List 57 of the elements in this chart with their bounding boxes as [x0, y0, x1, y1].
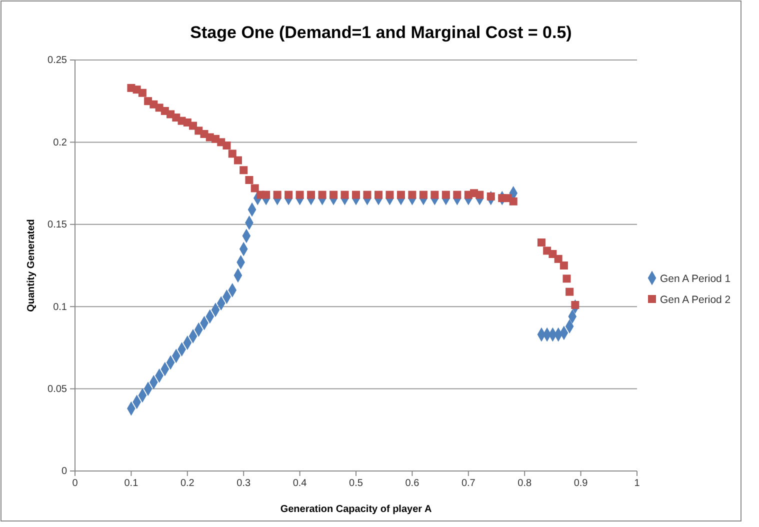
point	[396, 190, 405, 199]
x-tick-label: 0.2	[180, 478, 195, 490]
point	[250, 184, 259, 192]
x-tick-label: 1	[634, 478, 640, 490]
point	[284, 190, 293, 199]
point	[509, 197, 518, 206]
x-tick-label: 0	[72, 478, 78, 490]
point	[307, 190, 316, 199]
x-tick-label: 0.9	[574, 478, 588, 490]
point	[442, 190, 450, 199]
x-tick-label: 0.4	[292, 478, 308, 490]
point	[340, 190, 349, 199]
point	[330, 190, 338, 199]
point	[537, 238, 546, 246]
x-tick-label: 0.8	[518, 478, 532, 490]
point	[560, 262, 568, 270]
point	[222, 141, 231, 150]
y-axis-title: Quantity Generated	[26, 219, 37, 312]
point	[245, 176, 254, 184]
point	[374, 190, 382, 199]
legend-label: Gen A Period 2	[660, 294, 731, 306]
x-tick-label: 0.7	[461, 478, 476, 490]
point	[386, 190, 394, 199]
y-tick-label: 0.1	[53, 302, 68, 313]
point	[262, 190, 270, 199]
y-tick-label: 0.25	[48, 55, 68, 66]
point	[571, 300, 580, 309]
point	[554, 254, 562, 263]
point	[566, 288, 574, 296]
x-tick-label: 0.6	[405, 478, 420, 490]
x-tick-label: 0.3	[236, 478, 251, 490]
point	[363, 190, 372, 199]
point	[548, 250, 557, 258]
y-tick-label: 0.15	[48, 220, 68, 231]
y-tick-label: 0.2	[53, 137, 68, 148]
point	[318, 190, 326, 199]
point	[486, 192, 495, 200]
chart-title: Stage One (Demand=1 and Marginal Cost = 0.5)	[190, 23, 572, 42]
y-tick-label: 0.05	[48, 384, 68, 395]
point	[296, 190, 304, 199]
x-tick-label: 0.5	[349, 478, 364, 490]
y-tick-label: 0	[61, 466, 68, 478]
point	[408, 190, 416, 199]
point	[138, 88, 146, 97]
legend-label: Gen A Period 1	[660, 273, 731, 285]
point	[562, 274, 571, 283]
point	[228, 150, 236, 158]
point	[430, 190, 439, 199]
point	[419, 190, 428, 199]
point	[352, 190, 360, 199]
point	[476, 190, 484, 199]
x-axis-title: Generation Capacity of player A	[280, 504, 432, 515]
point	[273, 190, 282, 199]
x-tick-label: 0.1	[124, 478, 139, 490]
point	[234, 156, 242, 164]
point	[240, 166, 248, 174]
point	[453, 190, 462, 199]
